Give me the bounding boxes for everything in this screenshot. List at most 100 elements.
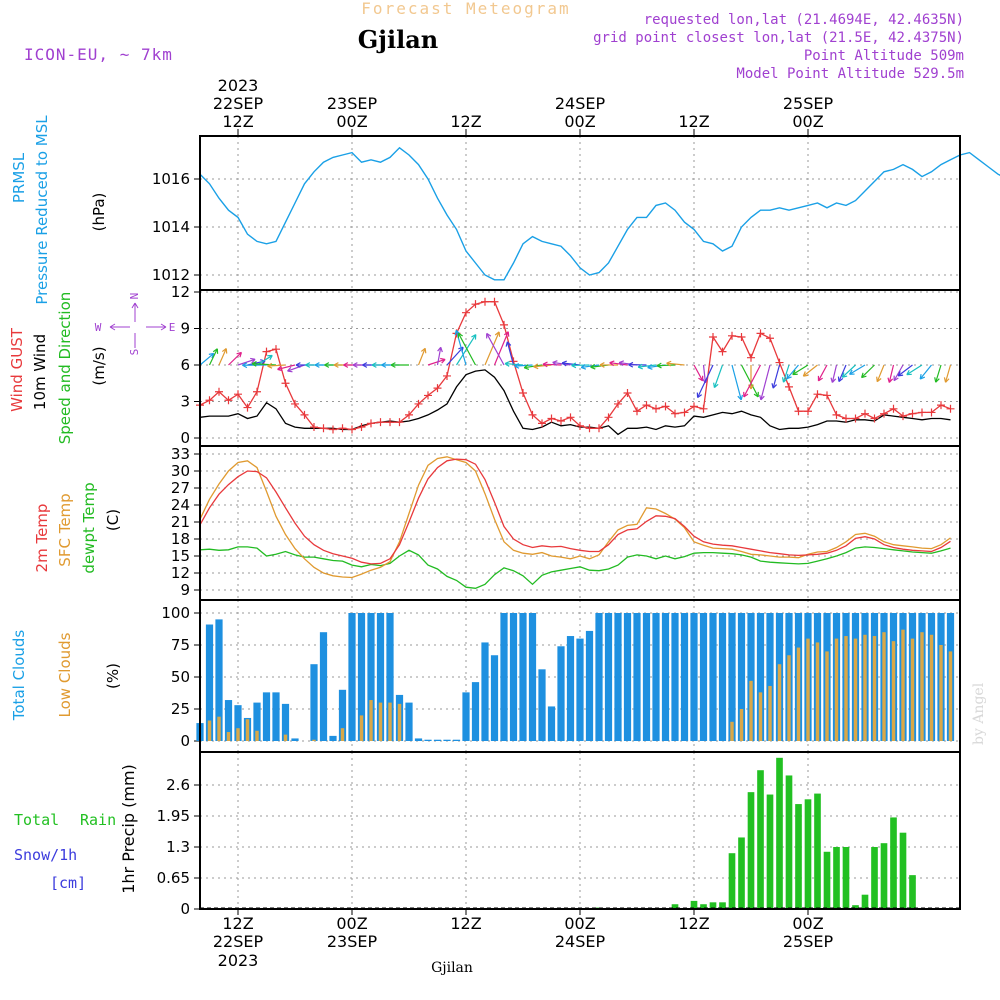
- cloud-total-bar: [585, 630, 594, 741]
- gust-marker: [490, 297, 499, 306]
- cloud-low-bar: [245, 719, 250, 741]
- wind-direction-arrow: [638, 364, 657, 368]
- panel-frame-temperature: [199, 445, 961, 601]
- temp-label-2m: 2m Temp: [33, 504, 51, 573]
- gust-marker: [443, 371, 451, 380]
- requested-location: requested lon,lat (21.4694E, 42.4635N): [644, 12, 964, 28]
- gust-marker: [376, 418, 385, 427]
- gust-marker: [386, 418, 394, 427]
- precip-cm-label: [cm]: [50, 874, 86, 892]
- cloud-low-bar: [939, 645, 943, 741]
- wind-arrow-head: [876, 376, 882, 383]
- rain-bar: [719, 902, 726, 909]
- cloud-total-bar: [471, 682, 480, 741]
- time-label-top: 12Z: [450, 112, 481, 131]
- precip-snow-label: Snow/1h: [14, 846, 77, 864]
- cloud-total-bar: [737, 613, 746, 741]
- gust-marker: [319, 424, 328, 433]
- rain-bar: [776, 757, 783, 909]
- wind-direction-arrow: [252, 363, 277, 366]
- cloud-total-bar: [709, 613, 717, 741]
- panel-pressure: 1012 1014 1016: [152, 136, 960, 290]
- gust-marker: [889, 404, 898, 413]
- rain-bar: [709, 902, 717, 909]
- gust-marker: [462, 308, 470, 317]
- wind-arrow-head: [906, 369, 912, 376]
- gust-marker: [680, 408, 689, 417]
- sfc-temp-line: [199, 456, 951, 579]
- wind-arrow-head: [352, 362, 358, 368]
- time-label-top: 2023: [218, 76, 259, 95]
- wind-direction-arrow: [457, 332, 477, 366]
- gust-marker: [224, 396, 233, 405]
- forecast-meteogram-title: Forecast Meteogram: [361, 0, 570, 18]
- clouds-label-total: Total Clouds: [10, 630, 28, 722]
- wind-direction-arrow: [427, 358, 446, 366]
- y-tick-label: 1.3: [166, 838, 190, 856]
- wind-arrow-head: [242, 362, 248, 369]
- gust-marker: [709, 333, 717, 342]
- cloud-total-bar: [291, 738, 299, 741]
- gust-marker: [234, 390, 242, 399]
- wind-arrow-head: [494, 331, 501, 337]
- rain-bar: [852, 905, 859, 909]
- cloud-total-bar: [405, 702, 413, 741]
- wind-arrow-head: [390, 362, 396, 368]
- cloud-total-bar: [490, 655, 499, 741]
- rain-bar: [738, 837, 745, 909]
- wind-arrow-head: [324, 362, 330, 368]
- gust-marker: [728, 331, 736, 340]
- gust-marker: [870, 414, 879, 423]
- wind-arrow-head: [362, 362, 368, 368]
- wind-direction-arrow: [838, 364, 847, 382]
- wind-direction-arrow: [267, 364, 286, 367]
- gust-marker: [756, 329, 765, 338]
- cloud-total-bar: [462, 692, 470, 741]
- gust-marker: [357, 423, 366, 432]
- rain-bar: [747, 792, 755, 909]
- gust-marker: [566, 413, 575, 422]
- pressure-line: [199, 146, 1000, 281]
- cloud-total-bar: [433, 739, 442, 741]
- temp-label-dewpt: dewpt Temp: [80, 482, 98, 573]
- wind-arrow-head: [505, 341, 512, 347]
- cloud-total-bar: [281, 703, 290, 741]
- cloud-total-bar: [557, 646, 565, 741]
- cloud-low-bar: [217, 716, 221, 741]
- gust-marker: [880, 409, 888, 418]
- time-label-bottom: 22SEP: [213, 932, 264, 951]
- y-tick-label: 1016: [152, 170, 190, 188]
- cloud-low-bar: [283, 734, 288, 741]
- wind-arrow-head: [208, 352, 215, 359]
- wind-arrow-head: [841, 372, 848, 378]
- gust-marker: [538, 419, 546, 428]
- rain-bar: [700, 904, 707, 909]
- wind-direction-arrow: [524, 364, 543, 369]
- wind-direction-arrow: [802, 364, 818, 377]
- y-tick-label: 1014: [152, 218, 190, 236]
- compass-arrows: [109, 302, 167, 348]
- wind-arrow-head: [250, 357, 256, 364]
- rain-bar: [842, 847, 850, 909]
- wind-direction-arrow: [228, 352, 242, 366]
- gust-marker: [243, 403, 252, 412]
- cloud-low-bar: [397, 703, 402, 741]
- cloud-low-bar: [312, 739, 316, 741]
- pressure-label-msl: Pressure Reduced to MSL: [33, 115, 51, 305]
- cloud-low-bar: [207, 720, 212, 741]
- gust-marker: [291, 399, 299, 408]
- precip-total-label: Total: [14, 811, 59, 829]
- wind-label-10m: 10m Wind: [31, 334, 49, 410]
- wind-direction-arrow: [731, 364, 742, 400]
- cloud-total-bar: [481, 642, 489, 741]
- wind-direction-arrow: [786, 364, 799, 380]
- cloud-low-bar: [787, 655, 791, 741]
- gust-marker: [794, 407, 803, 416]
- y-tick-label: 50: [171, 668, 190, 686]
- gust-marker: [946, 404, 955, 413]
- cloud-low-bar: [236, 728, 240, 741]
- gust-marker: [272, 345, 280, 354]
- cloud-low-bar: [834, 638, 839, 741]
- wind-arrow-head: [753, 391, 759, 398]
